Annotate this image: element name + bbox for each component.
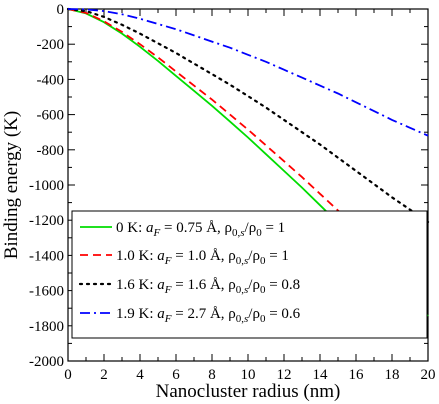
legend-label-1: 1.0 K: aF = 1.0 Å, ρ0,s/ρ0 = 1 (116, 248, 289, 267)
x-tick-label: 12 (277, 367, 292, 383)
x-tick-label: 8 (208, 367, 216, 383)
x-tick-label: 10 (241, 367, 256, 383)
x-tick-label: 0 (64, 367, 72, 383)
y-tick-label: -1400 (29, 248, 64, 264)
x-tick-label: 2 (100, 367, 108, 383)
legend: 0 K: aF = 0.75 Å, ρ0,s/ρ0 = 1 1.0 K: aF =… (71, 210, 428, 339)
y-axis-label: Binding energy (K) (1, 111, 22, 259)
y-tick-label: -800 (37, 143, 65, 159)
series-line-3 (67, 8, 429, 137)
x-tick-label: 20 (421, 367, 436, 383)
legend-label-2: 1.6 K: aF = 1.6 Å, ρ0,s/ρ0 = 0.8 (116, 277, 300, 296)
legend-label-3: 1.9 K: aF = 2.7 Å, ρ0,s/ρ0 = 0.6 (116, 306, 301, 325)
series-line-2 (66, 7, 430, 224)
y-tick-label: 0 (57, 2, 65, 18)
y-tick-label: -600 (37, 108, 65, 124)
x-tick-label: 14 (313, 367, 329, 383)
x-tick-label: 16 (349, 367, 365, 383)
legend-box (71, 210, 428, 339)
y-tick-label: -1600 (29, 284, 64, 300)
x-tick-label: 4 (136, 367, 144, 383)
x-tick-label: 18 (385, 367, 400, 383)
tick-labels: 0 2 4 6 8 10 12 14 16 18 20 0 -200 -400 -600 -800 -1000 -… (29, 2, 436, 383)
x-axis-label: Nanocluster radius (nm) (156, 381, 341, 402)
x-tick-label: 6 (172, 367, 180, 383)
y-tick-label: -1200 (29, 213, 64, 229)
y-tick-label: -2000 (29, 354, 64, 370)
y-tick-label: -200 (37, 37, 65, 53)
y-tick-label: -1000 (29, 178, 64, 194)
legend-label-0: 0 K: aF = 0.75 Å, ρ0,s/ρ0 = 1 (116, 220, 285, 239)
y-tick-label: -400 (37, 72, 65, 88)
y-tick-label: -1800 (29, 319, 64, 335)
